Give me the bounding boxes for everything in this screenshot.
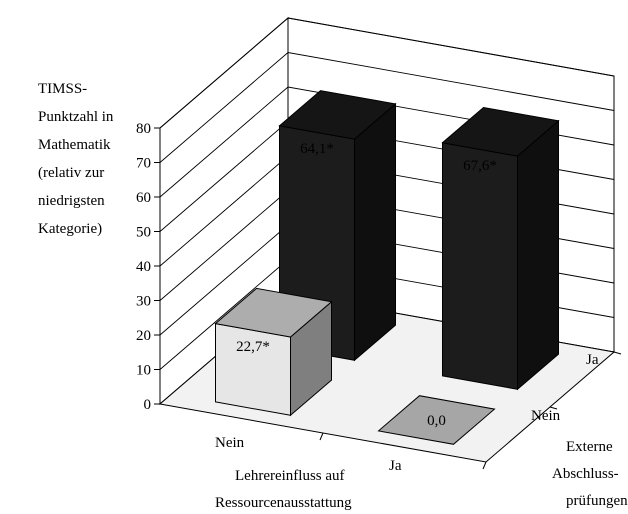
depth-tick-label: Ja — [586, 352, 599, 368]
x-tick-label: Ja — [389, 458, 402, 474]
bar: 22,7* — [214, 287, 333, 417]
y-axis-title: TIMSS- Punktzahl in Mathematik (relativ … — [38, 81, 114, 237]
bar: 67,6* — [441, 106, 560, 391]
y-axis-title-line: TIMSS- — [38, 81, 87, 97]
gridline — [159, 17, 615, 129]
bar: 0,0 — [377, 395, 496, 445]
y-tick-label: 30 — [136, 294, 151, 310]
data-label: 67,6* — [463, 158, 497, 174]
depth-tick-mark — [549, 406, 558, 410]
y-tick-label: 70 — [136, 156, 151, 172]
x-axis: Nein Ja Lehrereinfluss auf Ressourcenaus… — [215, 435, 402, 511]
y-tick-label: 10 — [136, 363, 151, 379]
bar-top-face — [441, 106, 560, 157]
x-tick-mark — [319, 432, 324, 441]
y-tick-label: 20 — [136, 328, 151, 344]
y-axis-title-line: (relativ zur — [38, 165, 104, 181]
y-axis-title-line: Kategorie) — [38, 221, 102, 237]
gridline — [159, 52, 615, 163]
y-tick-label: 60 — [136, 190, 151, 206]
x-axis-title-line: Ressourcenausstattung — [215, 495, 352, 511]
y-axis-title-line: niedrigsten — [38, 193, 105, 209]
data-label: 22,7* — [236, 339, 270, 355]
bar-front-face — [215, 323, 291, 416]
bar-side-face — [517, 119, 559, 391]
depth-axis-title-line: Abschluss- — [552, 466, 619, 482]
depth-axis-title-line: prüfungen — [566, 493, 628, 509]
y-tick-label: 80 — [136, 121, 151, 137]
x-tick-mark — [482, 461, 487, 470]
depth-axis-title-line: Externe — [566, 439, 613, 455]
depth-tick-label: Nein — [531, 408, 561, 424]
depth-axis: Nein Ja Externe Abschluss- prüfungen — [531, 352, 628, 509]
y-axis-title-line: Punktzahl in — [38, 109, 114, 125]
y-tick-label: 40 — [136, 259, 151, 275]
bar-top-face — [214, 287, 333, 338]
bar-top-face — [377, 395, 496, 445]
y-tick-labels: 0 10 20 30 40 50 60 70 80 — [136, 121, 151, 413]
depth-tick-mark — [613, 351, 622, 355]
y-tick-label: 50 — [136, 225, 151, 241]
data-label: 64,1* — [300, 141, 334, 157]
bar-front-face — [442, 142, 518, 390]
bar-side-face — [354, 102, 396, 362]
bar-top-face — [278, 90, 397, 140]
bars: 64,1* 67,6* 22,7* 0,0 — [214, 90, 560, 445]
data-label: 0,0 — [427, 413, 446, 429]
x-tick-label: Nein — [215, 435, 245, 451]
y-axis-title-line: Mathematik — [38, 137, 111, 153]
x-axis-title-line: Lehrereinfluss auf — [235, 468, 345, 484]
y-tick-label: 0 — [144, 397, 152, 413]
